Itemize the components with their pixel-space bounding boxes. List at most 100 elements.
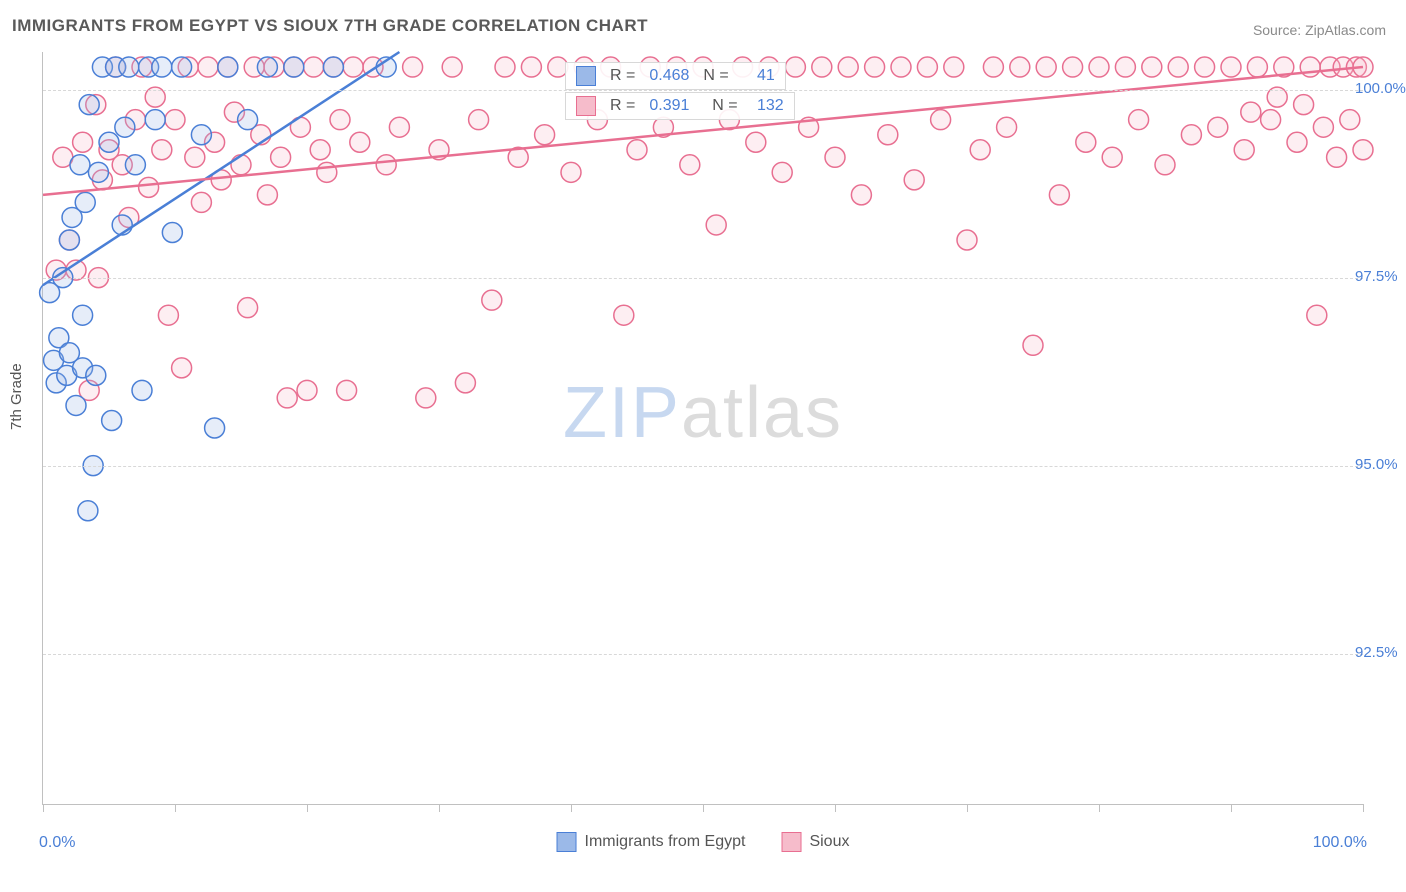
data-point-sioux xyxy=(851,185,871,205)
x-axis-max-label: 100.0% xyxy=(1313,834,1367,852)
data-point-egypt xyxy=(78,501,98,521)
stat-r-value-sioux: 0.391 xyxy=(649,97,689,115)
data-point-egypt xyxy=(70,155,90,175)
data-point-sioux xyxy=(1142,57,1162,77)
data-point-egypt xyxy=(99,132,119,152)
data-point-sioux xyxy=(825,147,845,167)
data-point-sioux xyxy=(297,380,317,400)
source-label: Source: ZipAtlas.com xyxy=(1253,22,1386,38)
data-point-sioux xyxy=(238,298,258,318)
legend: Immigrants from Egypt Sioux xyxy=(557,832,850,852)
stat-swatch-egypt xyxy=(576,66,596,86)
data-point-sioux xyxy=(73,132,93,152)
data-point-sioux xyxy=(191,192,211,212)
data-point-sioux xyxy=(1181,125,1201,145)
y-tick-label: 97.5% xyxy=(1355,268,1398,285)
legend-swatch-sioux xyxy=(781,832,801,852)
data-point-sioux xyxy=(152,140,172,160)
data-point-sioux xyxy=(198,57,218,77)
data-point-sioux xyxy=(1063,57,1083,77)
data-point-sioux xyxy=(772,162,792,182)
x-tick xyxy=(43,804,44,812)
data-point-sioux xyxy=(521,57,541,77)
data-point-sioux xyxy=(1247,57,1267,77)
data-point-sioux xyxy=(1313,117,1333,137)
x-tick xyxy=(439,804,440,812)
x-axis-min-label: 0.0% xyxy=(39,834,75,852)
legend-label-sioux: Sioux xyxy=(809,833,849,850)
data-point-sioux xyxy=(343,57,363,77)
x-tick xyxy=(1363,804,1364,812)
data-point-sioux xyxy=(627,140,647,160)
stat-r-label: R = xyxy=(610,67,635,85)
legend-item-egypt: Immigrants from Egypt xyxy=(557,832,746,852)
data-point-sioux xyxy=(416,388,436,408)
data-point-sioux xyxy=(1307,305,1327,325)
data-point-egypt xyxy=(218,57,238,77)
data-point-sioux xyxy=(317,162,337,182)
data-point-sioux xyxy=(1023,335,1043,355)
data-point-sioux xyxy=(917,57,937,77)
data-point-egypt xyxy=(73,305,93,325)
data-point-sioux xyxy=(904,170,924,190)
data-point-sioux xyxy=(376,155,396,175)
data-point-sioux xyxy=(614,305,634,325)
data-point-sioux xyxy=(469,110,489,130)
legend-item-sioux: Sioux xyxy=(781,832,849,852)
chart-svg xyxy=(43,52,1363,804)
data-point-egypt xyxy=(152,57,172,77)
legend-label-egypt: Immigrants from Egypt xyxy=(585,833,746,850)
data-point-egypt xyxy=(125,155,145,175)
data-point-sioux xyxy=(1155,155,1175,175)
data-point-sioux xyxy=(231,155,251,175)
data-point-egypt xyxy=(284,57,304,77)
data-point-sioux xyxy=(1129,110,1149,130)
plot-area: ZIPatlas R = 0.468 N = 41 R = 0.391 0 N … xyxy=(42,52,1363,805)
data-point-sioux xyxy=(561,162,581,182)
data-point-egypt xyxy=(102,410,122,430)
x-tick xyxy=(967,804,968,812)
data-point-sioux xyxy=(1208,117,1228,137)
data-point-sioux xyxy=(1089,57,1109,77)
data-point-sioux xyxy=(957,230,977,250)
data-point-sioux xyxy=(1340,110,1360,130)
data-point-sioux xyxy=(997,117,1017,137)
data-point-sioux xyxy=(970,140,990,160)
data-point-sioux xyxy=(185,147,205,167)
data-point-sioux xyxy=(337,380,357,400)
y-tick-label: 95.0% xyxy=(1355,456,1398,473)
data-point-sioux xyxy=(482,290,502,310)
data-point-sioux xyxy=(1195,57,1215,77)
legend-swatch-egypt xyxy=(557,832,577,852)
data-point-sioux xyxy=(442,57,462,77)
data-point-egypt xyxy=(145,110,165,130)
data-point-sioux xyxy=(455,373,475,393)
data-point-sioux xyxy=(158,305,178,325)
stat-n-value-sioux: 132 xyxy=(752,97,784,115)
data-point-sioux xyxy=(1234,140,1254,160)
data-point-sioux xyxy=(271,147,291,167)
data-point-sioux xyxy=(944,57,964,77)
data-point-sioux xyxy=(865,57,885,77)
data-point-egypt xyxy=(75,192,95,212)
data-point-egypt xyxy=(79,95,99,115)
y-tick-label: 100.0% xyxy=(1355,80,1406,97)
data-point-sioux xyxy=(1327,147,1347,167)
data-point-egypt xyxy=(205,418,225,438)
data-point-sioux xyxy=(1076,132,1096,152)
stat-n-value-egypt: 41 xyxy=(743,67,775,85)
stat-swatch-sioux xyxy=(576,96,596,116)
data-point-sioux xyxy=(1010,57,1030,77)
gridline xyxy=(43,90,1363,91)
data-point-sioux xyxy=(785,57,805,77)
data-point-sioux xyxy=(838,57,858,77)
data-point-sioux xyxy=(330,110,350,130)
data-point-sioux xyxy=(680,155,700,175)
gridline xyxy=(43,278,1363,279)
stat-r-label: R = xyxy=(610,97,635,115)
data-point-sioux xyxy=(1241,102,1261,122)
data-point-sioux xyxy=(304,57,324,77)
data-point-sioux xyxy=(1294,95,1314,115)
stat-box-sioux: R = 0.391 0 N = 132 xyxy=(565,92,795,120)
stat-n-label: N = xyxy=(703,67,728,85)
